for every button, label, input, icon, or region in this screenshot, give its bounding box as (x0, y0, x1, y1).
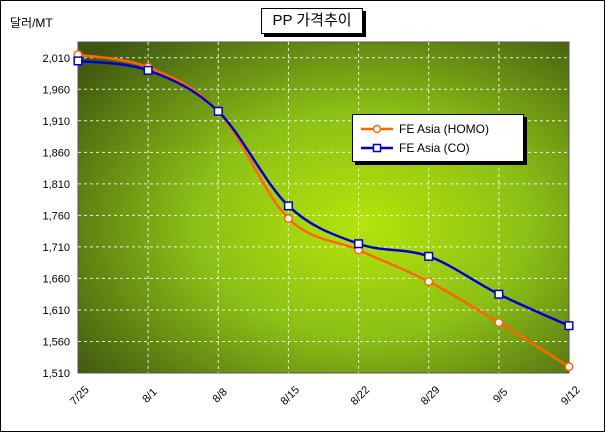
data-point-square (424, 251, 434, 261)
x-tick-label: 8/29 (419, 384, 443, 408)
legend-label-homo: FE Asia (HOMO) (399, 122, 490, 136)
x-tick-label: 8/15 (278, 384, 302, 408)
y-tick-label: 1,510 (42, 368, 70, 380)
x-tick-label: 8/22 (349, 384, 373, 408)
y-tick-label: 1,660 (42, 273, 70, 285)
x-tick-label: 8/8 (211, 386, 230, 405)
legend-swatch-co (361, 143, 393, 153)
data-point-circle (494, 318, 504, 328)
data-point-circle (424, 277, 434, 287)
data-point-circle (564, 362, 574, 372)
plot-area (77, 41, 570, 374)
data-point-square (213, 106, 223, 116)
y-axis-label: 달러/MT (10, 16, 53, 30)
data-point-square (494, 289, 504, 299)
chart-title: PP 가격추이 (261, 8, 363, 34)
data-point-square (283, 201, 293, 211)
y-tick-label: 2,010 (42, 53, 70, 65)
legend: FE Asia (HOMO) FE Asia (CO) (352, 114, 524, 162)
data-point-square (564, 321, 574, 331)
y-tick-label: 1,860 (42, 147, 70, 159)
y-tick-label: 1,710 (42, 242, 70, 254)
x-tick-label: 9/12 (559, 384, 583, 408)
y-tick-label: 1,610 (42, 305, 70, 317)
y-tick-label: 1,810 (42, 179, 70, 191)
x-tick-label: 9/5 (491, 386, 510, 405)
y-tick-label: 1,760 (42, 210, 70, 222)
series-line-0 (77, 53, 570, 368)
y-tick-label: 1,960 (42, 84, 70, 96)
data-point-square (354, 239, 364, 249)
series-line-1 (77, 59, 570, 327)
y-tick-label: 1,910 (42, 116, 70, 128)
y-tick-label: 1,560 (42, 336, 70, 348)
x-tick-label: 8/1 (140, 386, 159, 405)
data-point-square (143, 65, 153, 75)
legend-swatch-homo (361, 124, 393, 134)
data-point-square (73, 56, 83, 66)
data-point-circle (283, 213, 293, 224)
x-tick-label: 7/25 (68, 384, 92, 408)
legend-label-co: FE Asia (CO) (399, 141, 470, 155)
